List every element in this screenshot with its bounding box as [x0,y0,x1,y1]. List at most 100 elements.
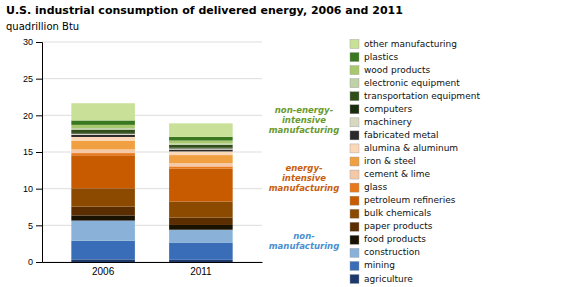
bar-segment [71,215,135,220]
bar-segment [71,125,135,128]
x-tick-label: 2011 [190,266,212,277]
y-tick-label: 20 [23,111,33,121]
y-tick-mark [36,42,42,43]
bar-series [71,149,232,166]
y-tick-mark [36,262,42,263]
y-tick: 10 [23,184,42,194]
bar-segment [71,221,135,241]
x-tick: 2006 [92,266,115,277]
legend-label: food products [364,234,426,244]
bar-series [71,120,232,140]
legend-item: cement & lime [350,169,431,179]
legend-swatch [350,157,359,166]
group-label: non-energy-intensivemanufacturing [269,105,340,135]
legend-item: fabricated metal [350,130,439,140]
bar-series [71,241,232,260]
legend-item: plastics [350,52,398,62]
legend-label: bulk chemicals [364,208,431,218]
legend-swatch [350,105,359,114]
legend-label: transportation equipment [364,91,480,101]
legend-swatch [350,235,359,244]
bar-segment [71,188,135,206]
bar-segment [71,128,135,129]
legend-swatch [350,183,359,192]
y-tick-label: 25 [23,74,33,84]
legend-item: construction [350,247,420,257]
legend-label: wood products [364,65,431,75]
legend-label: glass [364,182,387,192]
title: U.S. industrial consumption of delivered… [6,4,403,17]
y-tick-label: 30 [23,37,33,47]
y-axis: 051015202530 [23,37,43,267]
legend-swatch [350,66,359,75]
bar-segment [71,134,135,135]
legend-swatch [350,275,359,284]
bar-segment [71,120,135,124]
bar-segment [169,218,233,225]
bar-segment [71,153,135,155]
y-tick: 25 [23,74,42,84]
bar-series [71,137,232,155]
bar-segment [169,163,233,166]
bar-segment [169,151,233,155]
bar-series [71,259,232,262]
y-tick-label: 10 [23,184,33,194]
legend-label: fabricated metal [364,130,439,140]
legend-swatch [350,79,359,88]
bar-segment [169,155,233,163]
bar-segment [71,259,135,262]
y-tick: 30 [23,37,42,47]
legend-swatch [350,222,359,231]
bar-segment [71,207,135,216]
legend-label: electronic equipment [364,78,460,88]
bar-segment [71,130,135,133]
y-tick-mark [36,152,42,153]
legend-item: other manufacturing [350,39,457,49]
legend-label: agriculture [364,274,413,284]
legend-swatch [350,40,359,49]
legend-item: mining [350,260,395,270]
y-axis-line [36,43,43,263]
legend-label: alumina & aluminum [364,143,458,153]
grid-line [42,42,262,43]
legend-swatch [350,92,359,101]
bar-series [71,135,232,152]
legend-label: construction [364,247,420,257]
y-tick-mark [36,189,42,190]
bar-series [71,103,232,137]
y-tick-mark [36,225,42,226]
legend-label: cement & lime [364,169,431,179]
bars [71,103,232,262]
bar-segment [169,260,233,262]
legend-item: bulk chemicals [350,208,431,218]
group-label: energy-intensivemanufacturing [269,163,340,193]
legend-label: paper products [364,221,433,231]
legend-swatch [350,248,359,257]
bar-segment [71,241,135,260]
legend-item: food products [350,234,426,244]
bar-series [71,141,232,164]
legend-swatch [350,170,359,179]
chart-container: U.S. industrial consumption of delivered… [0,0,574,287]
legend-item: machinery [350,117,412,127]
y-tick-mark [36,115,42,116]
bar-series [71,155,232,201]
y-tick-label: 0 [28,257,33,267]
bar-segment [169,137,233,141]
bar-segment [169,230,233,243]
legend-swatch [350,196,359,205]
legend-item: agriculture [350,274,413,284]
legend-item: petroleum refineries [350,195,456,205]
legend-item: transportation equipment [350,91,480,101]
bar-segment [169,169,233,202]
bar-segment [169,141,233,144]
bar-segment [169,166,233,168]
bar-segment [169,148,233,149]
legend-item: electronic equipment [350,78,460,88]
bar-segment [169,143,233,144]
y-tick: 20 [23,111,42,121]
x-tick-label: 2006 [92,266,115,277]
legend-swatch [350,144,359,153]
y-axis-label: quadrillion Btu [6,21,79,32]
legend-label: iron & steel [364,156,416,166]
